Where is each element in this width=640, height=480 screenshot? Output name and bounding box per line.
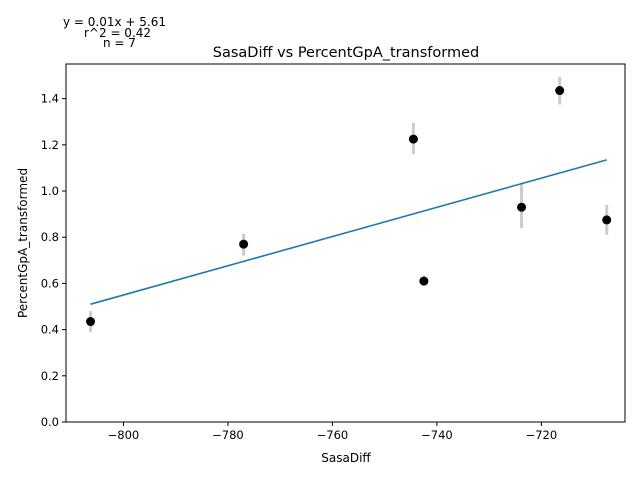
- data-point: [517, 202, 527, 212]
- y-tick-label: 0.6: [41, 276, 59, 290]
- x-axis-ticks: −800 −780 −760 −740 −720: [108, 422, 558, 442]
- chart-title: SasaDiff vs PercentGpA_transformed: [213, 45, 479, 61]
- data-point: [555, 86, 565, 96]
- annotation-equation: y = 0.01x + 5.61: [63, 15, 166, 29]
- y-axis-label: PercentGpA_transformed: [16, 168, 30, 318]
- y-tick-label: 1.4: [41, 92, 59, 106]
- y-tick-label: 0.2: [41, 369, 59, 383]
- plot-frame: [65, 63, 626, 423]
- y-tick-label: 0.4: [41, 323, 59, 337]
- annotation-n: n = 7: [103, 36, 136, 50]
- fit-line-group: [90, 159, 607, 305]
- errorbar-group: [89, 76, 609, 332]
- annotation-r-squared: r^2 = 0.42: [84, 26, 151, 40]
- y-axis-ticks: 0.0 0.2 0.4 0.6 0.8 1.0 1.2 1.4: [41, 92, 66, 429]
- data-point: [602, 215, 612, 225]
- y-tick-label: 1.0: [41, 184, 59, 198]
- x-tick-label: −740: [421, 428, 453, 442]
- regression-line: [90, 159, 607, 305]
- y-tick-label: 0.8: [41, 230, 59, 244]
- data-point: [86, 317, 96, 327]
- x-tick-label: −720: [526, 428, 558, 442]
- x-axis-label: SasaDiff: [321, 451, 371, 465]
- points-group: [86, 86, 612, 327]
- data-point: [239, 239, 249, 249]
- y-tick-label: 1.2: [41, 138, 59, 152]
- x-tick-label: −800: [108, 428, 140, 442]
- data-point: [419, 276, 429, 286]
- x-tick-label: −760: [317, 428, 349, 442]
- data-point: [408, 134, 418, 144]
- x-tick-label: −780: [212, 428, 244, 442]
- y-tick-label: 0.0: [41, 415, 59, 429]
